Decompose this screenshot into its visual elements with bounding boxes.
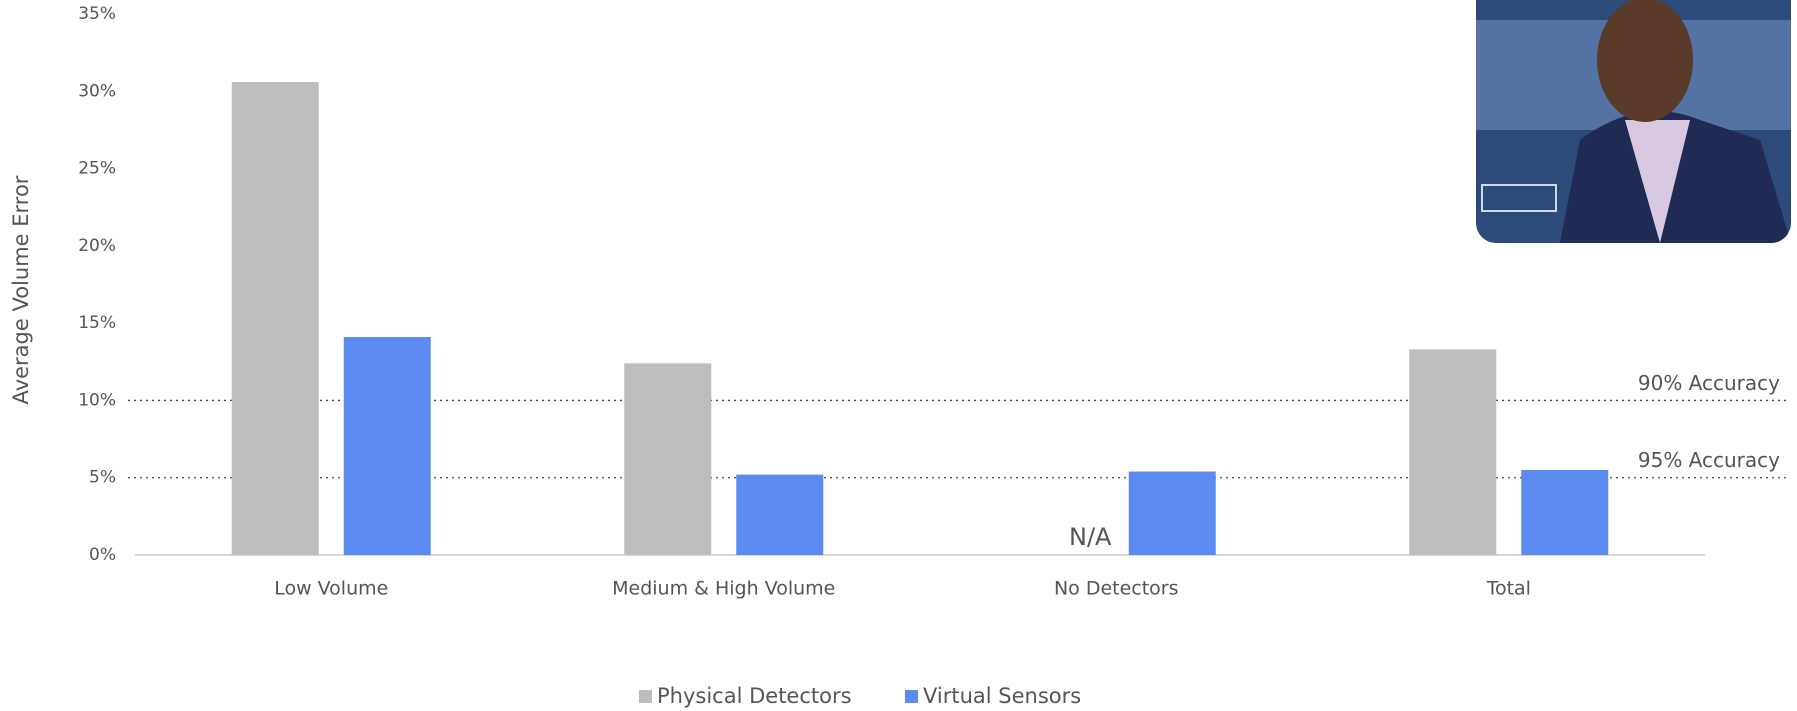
y-axis-label: Average Volume Error (9, 175, 33, 404)
bar (1128, 471, 1216, 555)
y-tick-label: 10% (78, 390, 116, 410)
y-tick-label: 30% (78, 81, 116, 101)
legend-label: Physical Detectors (657, 684, 852, 708)
bar (736, 474, 824, 555)
y-tick-label: 35% (78, 4, 116, 24)
legend-label: Virtual Sensors (923, 684, 1081, 708)
bar (1409, 349, 1497, 555)
x-tick-label: Medium & High Volume (612, 578, 835, 600)
y-tick-label: 20% (78, 236, 116, 256)
x-tick-label: Total (1486, 578, 1531, 600)
bar (624, 363, 712, 555)
bar (231, 82, 319, 556)
legend-swatch (905, 690, 918, 703)
y-tick-label: 15% (78, 313, 116, 333)
y-tick-label: 5% (89, 468, 116, 488)
annotation: N/A (1069, 523, 1112, 551)
x-tick-label: Low Volume (274, 578, 388, 600)
x-tick-label: No Detectors (1054, 578, 1179, 600)
legend-swatch (639, 690, 652, 703)
reference-label: 95% Accuracy (1638, 448, 1780, 472)
bar (1521, 469, 1609, 555)
y-tick-label: 25% (78, 159, 116, 179)
reference-label: 90% Accuracy (1638, 371, 1780, 395)
y-tick-label: 0% (89, 545, 116, 565)
bar (343, 337, 431, 555)
photo (1476, 0, 1791, 243)
